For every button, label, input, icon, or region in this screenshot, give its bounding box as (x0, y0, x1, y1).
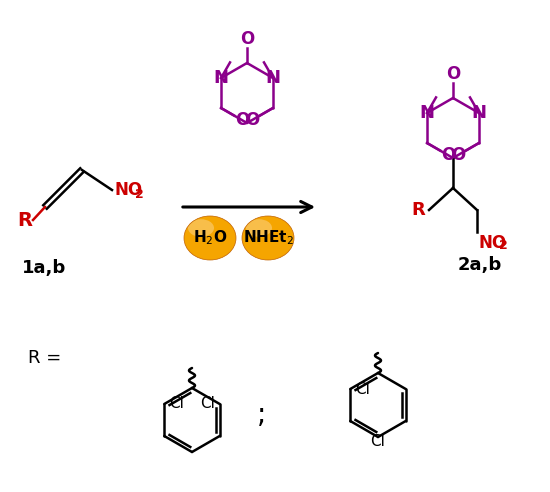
Text: 2: 2 (135, 187, 144, 201)
Text: Cl: Cl (200, 397, 215, 411)
Text: O: O (446, 65, 460, 83)
Text: NO: NO (479, 234, 507, 252)
Text: R: R (18, 211, 32, 229)
Text: N: N (213, 69, 228, 87)
Text: O: O (451, 146, 465, 164)
Text: N: N (266, 69, 280, 87)
Ellipse shape (184, 216, 236, 260)
Text: NHEt$_2$: NHEt$_2$ (243, 229, 293, 247)
Text: Cl: Cl (355, 381, 370, 397)
Text: 2: 2 (499, 239, 508, 252)
Text: 2a,b: 2a,b (458, 256, 502, 274)
Text: 1a,b: 1a,b (22, 259, 66, 277)
Text: N: N (420, 104, 435, 122)
Text: Cl: Cl (169, 397, 184, 411)
Text: ;: ; (257, 401, 267, 429)
Text: O: O (441, 146, 455, 164)
Text: NO: NO (114, 181, 142, 199)
Text: H$_2$O: H$_2$O (193, 229, 227, 247)
Ellipse shape (242, 216, 294, 260)
Text: N: N (471, 104, 487, 122)
Text: O: O (240, 30, 254, 48)
Text: O: O (245, 111, 259, 129)
Text: R =: R = (28, 349, 61, 367)
Ellipse shape (246, 219, 272, 237)
Text: R: R (411, 201, 425, 219)
Text: Cl: Cl (371, 434, 386, 449)
Ellipse shape (188, 219, 214, 237)
Text: O: O (235, 111, 249, 129)
